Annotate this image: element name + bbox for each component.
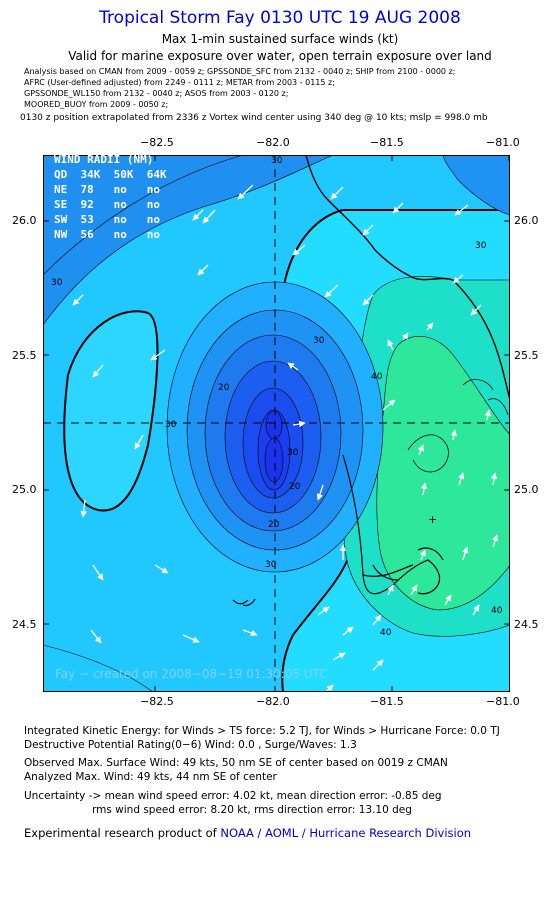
lat-tick-label: 26.0 (12, 214, 37, 227)
contour-label: 20 (289, 482, 301, 492)
analyzed-wind-line: Analyzed Max. Wind: 49 kts, 44 nm SE of … (24, 771, 277, 783)
lat-tick-label: 25.0 (12, 483, 37, 496)
core-center (265, 410, 283, 440)
analysis-line: Analysis based on CMAN from 2009 - 0059 … (24, 67, 456, 76)
wind-radii-row: NW 56 no no (54, 228, 160, 241)
map-subtitle: Max 1-min sustained surface winds (kt) (161, 32, 399, 46)
coastline (342, 454, 441, 595)
contour-label: 40 (380, 628, 392, 638)
lat-tick-label: 24.5 (12, 618, 37, 631)
lon-tick-label: −82.0 (256, 136, 290, 149)
lon-tick-label: −82.0 (256, 695, 290, 708)
contour-label: 30 (271, 156, 283, 166)
contour-label: 30 (313, 336, 325, 346)
wind-band-nw (43, 155, 244, 276)
ike-line: Integrated Kinetic Energy: for Winds > T… (24, 725, 500, 737)
lat-tick-label: 25.5 (514, 349, 539, 362)
lon-tick-label: −81.0 (486, 695, 520, 708)
observed-wind-line: Observed Max. Surface Wind: 49 kts, 50 n… (24, 757, 448, 769)
wind-radii-row: SE 92 no no (54, 198, 160, 211)
lon-tick-label: −81.5 (370, 695, 404, 708)
uncertainty-line: rms wind speed error: 8.20 kt, rms direc… (92, 804, 412, 816)
uncertainty-line: Uncertainty -> mean wind speed error: 4.… (24, 790, 442, 802)
research-prefix: Experimental research product of (24, 826, 221, 840)
research-credit: Experimental research product of NOAA / … (24, 826, 471, 840)
wind-field-map: + 30 30 30 30 30 30 30 20 20 20 40 40 40 (43, 155, 510, 692)
lat-tick-label: 24.5 (514, 618, 539, 631)
plot-frame (43, 155, 510, 692)
wind-band-left (63, 310, 159, 512)
analysis-center-marker: + (428, 513, 437, 526)
contour-label: 20 (218, 383, 230, 393)
contour-label: 30 (287, 448, 299, 458)
lat-tick-label: 25.5 (12, 349, 37, 362)
map-title: Tropical Storm Fay 0130 UTC 19 AUG 2008 (99, 8, 461, 28)
coastline (305, 155, 510, 401)
lon-tick-label: −82.5 (140, 695, 174, 708)
wind-vectors (72, 184, 499, 692)
wind-radii-row: SW 53 no no (54, 213, 160, 226)
validity-note: Valid for marine exposure over water, op… (68, 49, 492, 63)
analysis-line: AFRC (User-defined adjusted) from 2249 -… (24, 78, 335, 87)
wind-radii-columns: QD 34K 50K 64K (54, 168, 167, 181)
analysis-line: GPSSONDE_WL150 from 2132 - 0040 z; ASOS … (24, 89, 289, 98)
contour-label: 40 (491, 606, 503, 616)
position-note: 0130 z position extrapolated from 2336 z… (20, 113, 488, 123)
keys (232, 547, 444, 607)
contour-label: 30 (165, 420, 177, 430)
analysis-line: MOORED_BUOY from 2009 - 0050 z; (24, 100, 169, 109)
contour-label: 30 (265, 560, 277, 570)
research-org: NOAA / AOML / Hurricane Research Divisio… (220, 826, 472, 840)
lat-tick-label: 26.0 (514, 214, 539, 227)
contour-label: 20 (268, 520, 280, 530)
wind-radii-table: WIND RADII (NM) QD 34K 50K 64K NE 78 no no… (54, 152, 167, 242)
contour-label: 40 (371, 372, 383, 382)
contour-label: 30 (475, 241, 487, 251)
wind-radii-header: WIND RADII (NM) (54, 153, 154, 166)
reef (407, 379, 509, 473)
core-center (264, 437, 284, 483)
wind-band-ne (442, 155, 510, 216)
contour-label: 30 (51, 278, 63, 288)
wind-radii-row: NE 78 no no (54, 183, 160, 196)
rating-line: Destructive Potential Rating(0−6) Wind: … (24, 739, 357, 751)
lon-tick-label: −82.5 (140, 136, 174, 149)
axis-ticks (43, 155, 510, 692)
lat-tick-label: 25.0 (514, 483, 539, 496)
map-credit: Fay − created on 2008−08−19 01:30:05 UTC (55, 667, 328, 681)
lon-tick-label: −81.0 (486, 136, 520, 149)
lon-tick-label: −81.5 (370, 136, 404, 149)
